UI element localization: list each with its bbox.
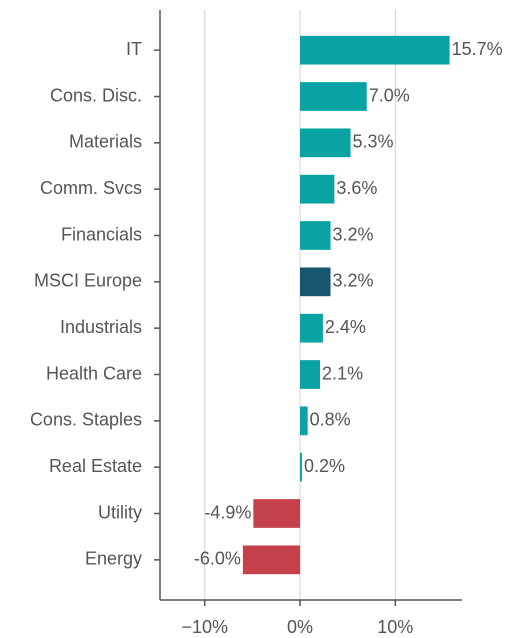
y-tick-label: Health Care [46, 363, 142, 383]
y-tick-label: Financials [61, 224, 142, 244]
y-tick-label: Materials [69, 132, 142, 152]
bar [242, 545, 301, 575]
x-tick-label: 0% [287, 617, 313, 637]
value-label: -6.0% [194, 549, 241, 569]
y-tick-label: MSCI Europe [34, 271, 142, 291]
bar [253, 499, 301, 528]
bar [300, 82, 367, 111]
bar [300, 221, 331, 250]
y-tick-label: Real Estate [49, 456, 142, 476]
y-tick-label: Cons. Disc. [50, 85, 142, 105]
y-tick-label: Cons. Staples [30, 410, 142, 430]
bar [300, 313, 323, 343]
bar [300, 267, 331, 297]
bar [300, 452, 302, 482]
y-tick-label: IT [126, 39, 142, 59]
value-label: 3.2% [333, 271, 374, 291]
bar [300, 128, 351, 158]
value-label: 3.2% [333, 224, 374, 244]
value-label: 0.2% [304, 456, 345, 476]
value-label: 0.8% [310, 410, 351, 430]
value-label: 2.4% [325, 317, 366, 337]
bar [300, 174, 335, 204]
bar [300, 406, 308, 436]
value-label: -4.9% [204, 502, 251, 522]
bar [300, 360, 321, 389]
y-tick-label: Energy [85, 549, 142, 569]
value-label: 5.3% [353, 132, 394, 152]
value-label: 3.6% [336, 178, 377, 198]
value-label: 7.0% [369, 85, 410, 105]
y-tick-label: Comm. Svcs [40, 178, 142, 198]
bar [300, 35, 450, 65]
value-label: 15.7% [452, 39, 503, 59]
y-tick-label: Utility [98, 502, 142, 522]
x-tick-label: −10% [182, 617, 229, 637]
value-label: 2.1% [322, 363, 363, 383]
y-tick-label: Industrials [60, 317, 142, 337]
x-tick-label: 10% [377, 617, 413, 637]
